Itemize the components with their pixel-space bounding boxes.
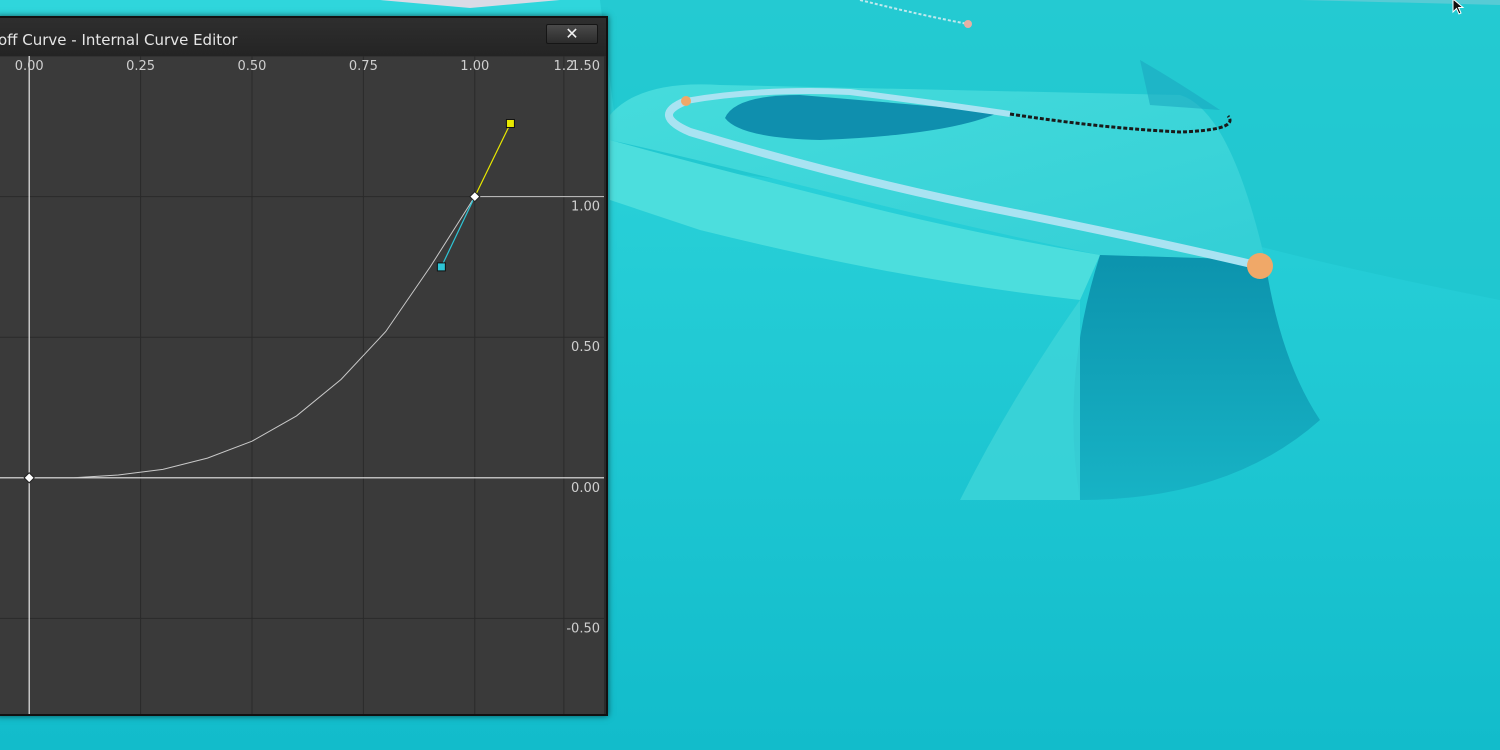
window-title: off Curve - Internal Curve Editor [0, 31, 238, 49]
y-tick-label: -0.50 [566, 621, 600, 636]
landscape-spline[interactable] [665, 97, 1264, 270]
spline-segment-selected[interactable] [1009, 112, 1232, 134]
mouse-pointer-icon [1452, 0, 1465, 15]
graph-background [0, 56, 604, 714]
curve-layer [29, 196, 476, 479]
leave-tangent-line [474, 123, 511, 197]
cliff-face [1073, 255, 1320, 500]
y-tick-label: 0.50 [571, 340, 600, 355]
crater [725, 95, 1000, 140]
grid-lines [0, 56, 604, 714]
close-button[interactable]: ✕ [546, 24, 598, 44]
x-tick-label: 0.75 [349, 59, 378, 74]
x-tick-label: 1.2 [554, 59, 575, 74]
spline-control-point-start[interactable] [681, 96, 691, 106]
y-tick-label: 1.00 [571, 200, 600, 215]
y-tick-label: 1.50 [571, 59, 600, 74]
curve-key[interactable] [469, 190, 481, 203]
tick-labels: 0.00 0.25 0.50 0.75 1.00 1.21.50 1.00 0.50 0.00 -… [15, 59, 600, 636]
y-tick-label: 0.00 [571, 481, 600, 496]
x-tick-label: 0.00 [15, 59, 44, 74]
arrive-tangent-handle[interactable] [436, 262, 446, 272]
curve-key[interactable] [23, 472, 35, 484]
close-x-icon: ✕ [565, 24, 579, 43]
title-bar[interactable]: off Curve - Internal Curve Editor ✕ [0, 18, 606, 56]
spline-control-point-end[interactable] [1247, 253, 1273, 279]
curve-editor-window[interactable]: off Curve - Internal Curve Editor ✕ 0.00… [0, 16, 608, 716]
x-tick-label: 0.25 [126, 59, 155, 74]
leave-tangent-handle[interactable] [505, 118, 515, 128]
x-tick-label: 0.50 [238, 59, 267, 74]
curve-line [29, 196, 476, 479]
axis-lines [0, 56, 604, 714]
spline-control-point-distant[interactable] [964, 20, 972, 28]
curve-graph[interactable]: 0.00 0.25 0.50 0.75 1.00 1.21.50 1.00 0.50 0.00 -… [0, 56, 604, 714]
x-tick-label: 1.00 [460, 59, 489, 74]
ridge [1140, 60, 1220, 110]
handle-layer[interactable] [23, 118, 515, 484]
arrive-tangent-line [440, 196, 476, 268]
